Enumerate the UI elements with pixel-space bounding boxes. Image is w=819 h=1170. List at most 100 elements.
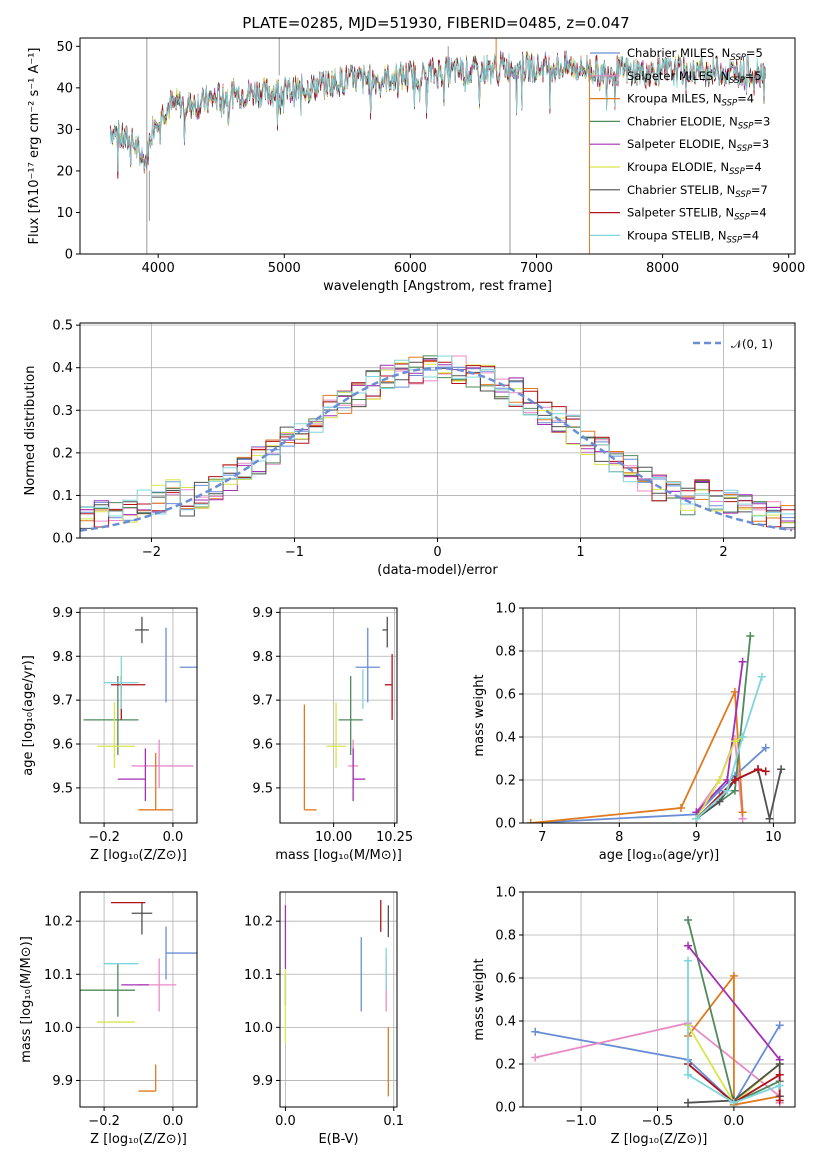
mass_vs_z-ytick-label: 10.1 [44, 968, 73, 983]
residuals-xtick-label: −2 [142, 545, 161, 560]
weight_vs_age-panel: 7 8 9 10 0.0 0.2 0.4 0.6 0.8 1.0 age [log₁₀(age/yr… [472, 602, 796, 863]
weight_vs_age-ytick-label: 0.4 [495, 731, 516, 746]
weight_vs_age-marker-salp_stelib [754, 765, 763, 774]
age_vs_z-point-krou_elodie [97, 702, 136, 769]
legend-subscript: SSP [735, 190, 751, 200]
weight_vs_z-xlabel: Z [log₁₀(Z/Z⊙)] [611, 1132, 708, 1147]
legend-label-salp_stelib: Salpeter STELIB, NSSP=4 [627, 206, 767, 223]
mass_vs_ebv-xtick-label: 0.0 [275, 1114, 296, 1129]
age_vs_z-ytick-label: 9.8 [52, 650, 73, 665]
residual-hist-krou_stelib [80, 355, 795, 517]
weight_vs_age-line-salp_stelib [695, 768, 766, 820]
weight_vs_age-ytick-label: 0.8 [495, 645, 516, 660]
legend-subscript: SSP [734, 213, 750, 223]
residuals-ytick-label: 0.4 [52, 361, 73, 376]
weight_vs_age-frame [522, 607, 796, 824]
spectrum-ytick-label: 50 [56, 40, 73, 55]
weight_vs_age-xtick-label: 9 [692, 830, 700, 845]
age_vs_mass-ytick-label: 9.8 [252, 650, 273, 665]
mass_vs_ebv-ytick-label: 10.2 [244, 915, 273, 930]
age_vs_z-ytick-label: 9.5 [52, 781, 73, 796]
weight_vs_age-marker-krou_miles [676, 803, 685, 812]
weight_vs_z-marker-salp_stelib [775, 1070, 784, 1079]
spectrum-xtick-label: 5000 [268, 261, 301, 276]
weight_vs_age-marker-krou_elodie [715, 776, 724, 784]
weight_vs_age-ytick-label: 0.6 [495, 688, 516, 703]
age_vs_z-plot-area [83, 616, 197, 811]
legend-subscript: SSP [729, 167, 745, 177]
weight_vs_age-marker-krou_stelib [692, 814, 701, 823]
age_vs_z-point-chab_elodie [83, 676, 139, 755]
spectrum-frame [79, 37, 796, 255]
legend-nssp: =5 [745, 69, 762, 83]
spectrum-plot-area [109, 38, 766, 254]
age_vs_z-point-chab_stelib [135, 616, 149, 644]
legend-name: Chabrier ELODIE, N [627, 114, 738, 128]
legend-subscript: SSP [737, 144, 753, 154]
legend-label-chab_stelib: Chabrier STELIB, NSSP=7 [627, 183, 768, 200]
weight_vs_age-marker-chab_elodie [730, 786, 739, 795]
mass_vs_z-point-chab_stelib [131, 902, 153, 935]
spectrum-line-krou_stelib [109, 50, 766, 172]
weight_vs_age-ytick-label: 1.0 [495, 602, 516, 617]
weight_vs_z-marker-salp_miles [531, 1053, 540, 1062]
mass_vs_ebv-frame [279, 891, 398, 1108]
legend-subscript: SSP [727, 235, 743, 245]
legend-name: Kroupa STELIB, N [627, 228, 727, 242]
weight_vs_z-marker-salp_elodie [684, 941, 693, 950]
age_vs_mass-point-krou_miles [303, 704, 317, 811]
legend-label-salp_elodie: Salpeter ELODIE, NSSP=3 [627, 137, 769, 154]
age_vs_mass-ytick-label: 9.9 [252, 606, 273, 621]
weight_vs_age-marker-krou_stelib [723, 786, 732, 795]
residuals-ytick-label: 0.0 [52, 532, 73, 547]
age_vs_z-frame [79, 607, 198, 824]
weight_vs_age-xtick-label: 8 [615, 830, 623, 845]
age_vs_mass-xlabel: mass [log₁₀(M/M⊙)] [275, 848, 402, 863]
age_vs_z-point-salp_miles [131, 739, 194, 788]
weight_vs_z-marker-chab_stelib [775, 1060, 784, 1068]
weight_vs_z-ytick-label: 0.4 [495, 1015, 516, 1030]
legend-label-chab_elodie: Chabrier ELODIE, NSSP=3 [627, 114, 770, 131]
weight_vs_age-ylabel: mass weight [472, 674, 487, 756]
residuals-ytick-label: 0.1 [52, 489, 73, 504]
weight_vs_age-xtick-label: 7 [538, 830, 546, 845]
weight_vs_age-xtick-label: 10 [765, 830, 782, 845]
mass_vs_ebv-plot-area [284, 899, 389, 1097]
age_vs_z-xtick-label: −0.2 [88, 830, 120, 845]
weight_vs_age-marker-chab_miles [761, 743, 770, 752]
weight_vs_z-marker-krou_stelib [684, 1070, 693, 1079]
residuals-plot-area [80, 355, 795, 532]
age_vs_z-ytick-label: 9.7 [52, 694, 73, 709]
mass_vs_ebv-panel: 0.0 0.1 9.9 10.0 10.1 10.2 E(B-V) [244, 891, 404, 1147]
residuals-ylabel: Normed distribution [23, 366, 38, 496]
legend-nssp: =7 [751, 183, 768, 197]
legend-name: Salpeter ELODIE, N [627, 137, 737, 151]
legend-name: Salpeter MILES, N [627, 69, 729, 83]
mass_vs_z-ytick-label: 10.0 [44, 1021, 73, 1036]
residuals-xtick-label: 2 [719, 545, 727, 560]
legend-label-krou_elodie: Kroupa ELODIE, NSSP=4 [627, 160, 762, 177]
weight_vs_z-ytick-label: 0.2 [495, 1058, 516, 1073]
legend-label-salp_miles: Salpeter MILES, NSSP=5 [627, 69, 762, 86]
spectrum-ylabel: Flux [fλ10⁻¹⁷ erg cm⁻² s⁻¹ A⁻¹] [27, 48, 42, 245]
weight_vs_z-xtick-label: 0.0 [724, 1114, 745, 1129]
weight_vs_age-marker-krou_stelib [757, 672, 766, 681]
weight_vs_age-marker-krou_miles [738, 808, 747, 817]
legend-subscript: SSP [730, 53, 746, 63]
legend-name: Kroupa ELODIE, N [627, 160, 729, 174]
weight_vs_z-panel: −1.0 −0.5 0.0 0.0 0.2 0.4 0.6 0.8 1.0 Z [log₁₀(Z/… [472, 886, 796, 1147]
mass_vs_z-plot-area [80, 901, 197, 1092]
weight_vs_age-line-krou_stelib [695, 676, 763, 820]
mass_vs_ebv-xlabel: E(B-V) [318, 1132, 358, 1147]
age_vs_z-xlabel: Z [log₁₀(Z/Z⊙)] [90, 848, 187, 863]
spectrum-title: PLATE=0285, MJD=51930, FIBERID=0485, z=0… [242, 14, 629, 32]
residuals-xtick-label: −1 [285, 545, 304, 560]
weight_vs_z-xtick-label: −0.5 [642, 1114, 674, 1129]
legend-name: Chabrier STELIB, N [627, 183, 735, 197]
weight_vs_z-marker-krou_stelib [684, 956, 693, 965]
mass_vs_z-ylabel: mass [log₁₀(M/M⊙)] [19, 936, 34, 1063]
residuals-xtick-label: 0 [433, 545, 441, 560]
weight_vs_z-marker-chab_miles [531, 1027, 540, 1036]
weight_vs_z-ytick-label: 0.8 [495, 929, 516, 944]
